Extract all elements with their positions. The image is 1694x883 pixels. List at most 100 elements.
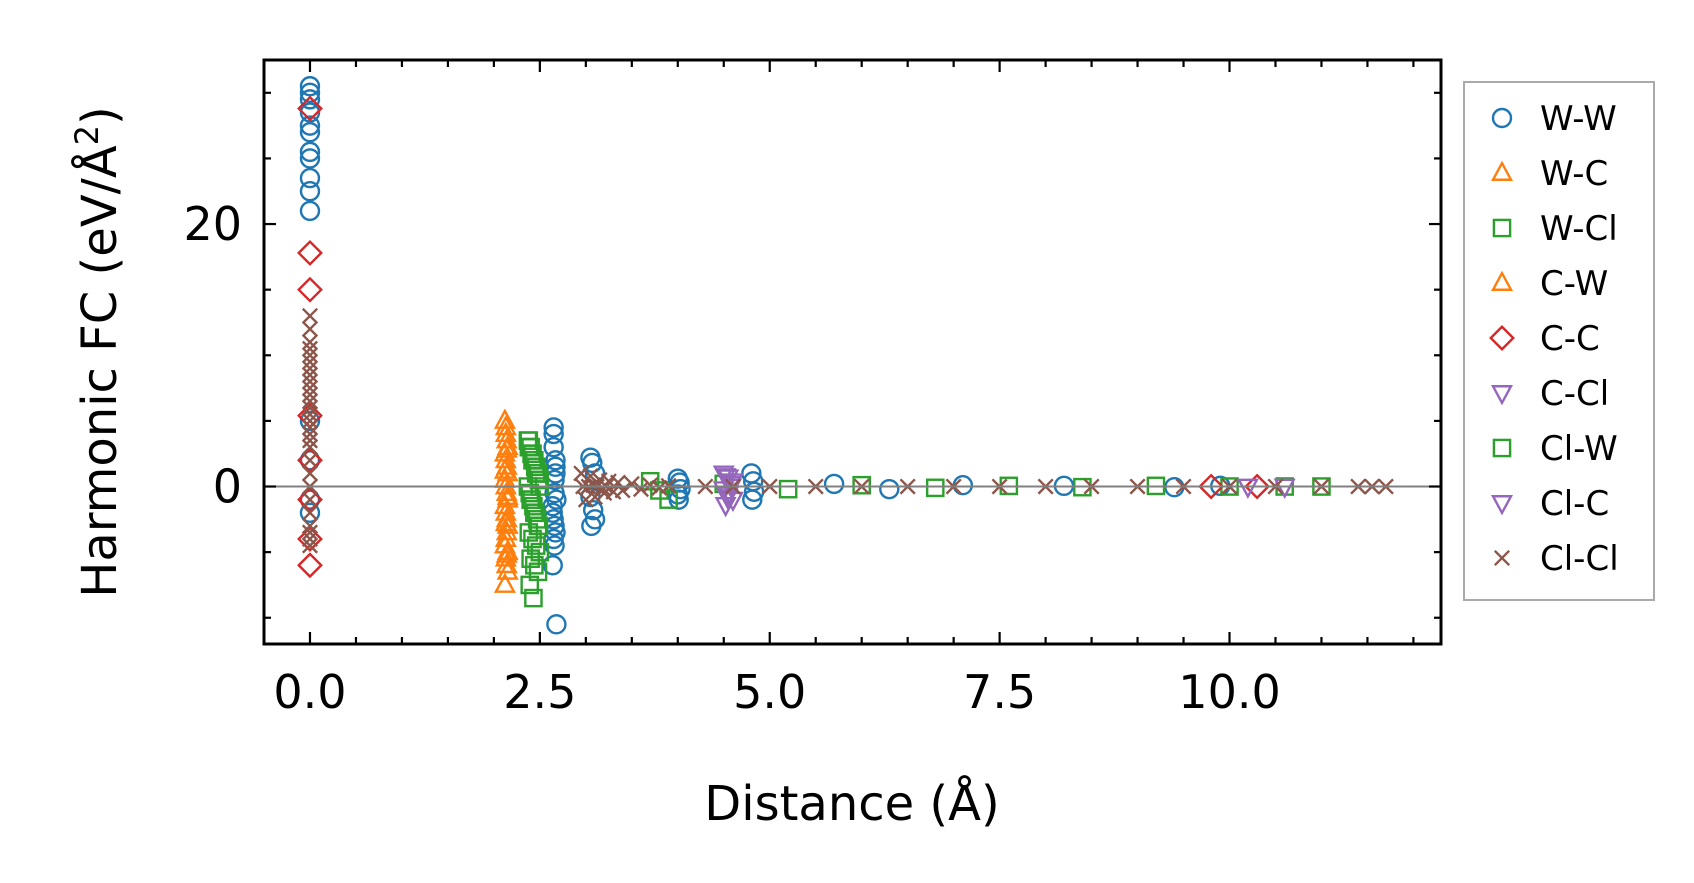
point-cl-cl [301, 425, 319, 443]
point-w-c [493, 572, 516, 593]
legend-label-c-c: C-C [1540, 319, 1600, 359]
point-w-cl [525, 555, 544, 575]
point-w-w [582, 452, 603, 474]
point-w-cl [778, 479, 798, 499]
point-w-w [742, 489, 763, 510]
point-w-w [299, 200, 321, 222]
point-cl-cl [585, 477, 602, 494]
point-w-cl [520, 575, 540, 595]
point-w-w [299, 141, 321, 163]
legend: W-W W-C W-Cl C-W C-C C-Cl Cl-W Cl-C Cl-Cl [1463, 81, 1655, 601]
point-c-c [297, 486, 323, 513]
point-cl-cl [301, 393, 319, 410]
point-cl-cl [301, 353, 319, 370]
point-w-w [879, 478, 900, 500]
point-cl-cl [301, 386, 319, 403]
point-cl-w [519, 437, 539, 457]
point-w-cl [852, 475, 871, 495]
point-c-cl [1236, 478, 1259, 499]
tick-labels-layer: 0.0 2.5 5.0 7.5 10.0 0 20 [183, 197, 1280, 719]
point-w-w [299, 502, 321, 523]
point-c-c [297, 552, 323, 579]
point-w-w [299, 181, 321, 202]
point-cl-cl [301, 373, 319, 390]
point-cl-cl [301, 307, 319, 324]
point-w-w [546, 614, 567, 635]
legend-frame [1463, 81, 1655, 601]
legend-label-w-c: W-C [1540, 154, 1608, 194]
x-tick-label: 5.0 [733, 665, 806, 719]
legend-label-cl-cl: Cl-Cl [1540, 539, 1619, 579]
point-c-c [297, 239, 323, 266]
y-tick-label: 0 [213, 460, 242, 514]
point-cl-w [521, 490, 540, 509]
point-w-w [299, 489, 321, 510]
legend-marker-c-c [1489, 325, 1515, 351]
legend-marker-cl-cl [1493, 549, 1511, 567]
point-w-w [823, 473, 845, 495]
legend-marker-cl-c [1490, 495, 1514, 516]
plot-frame [262, 58, 1443, 646]
point-c-w [493, 458, 516, 479]
point-cl-cl [642, 477, 659, 494]
point-cl-cl [301, 530, 319, 548]
point-w-cl [659, 490, 678, 509]
legend-label-c-w: C-W [1540, 264, 1608, 304]
point-w-cl [526, 536, 546, 555]
point-cl-cl [301, 504, 319, 521]
x-tick-label: 7.5 [963, 665, 1036, 719]
point-c-w [496, 484, 519, 505]
legend-marker-cl-w [1492, 438, 1512, 458]
point-w-w [299, 121, 321, 143]
point-c-c [297, 95, 323, 122]
point-cl-w [526, 464, 546, 483]
point-cl-cl [577, 491, 594, 508]
point-cl-w [528, 516, 548, 536]
point-cl-cl [301, 432, 319, 449]
point-cl-cl [632, 481, 650, 498]
legend-marker-c-w [1490, 270, 1514, 291]
point-c-w [494, 510, 517, 532]
legend-marker-c-cl [1490, 385, 1514, 406]
x-tick-label: 10.0 [1178, 665, 1280, 719]
x-axis-label: Distance (Å) [704, 775, 999, 832]
legend-label-cl-w: Cl-W [1540, 429, 1618, 469]
point-cl-w [525, 503, 544, 523]
point-cl-cl [301, 452, 319, 469]
point-w-w [543, 436, 564, 458]
point-c-w [495, 542, 518, 563]
point-c-w [494, 415, 517, 436]
point-c-c [1244, 473, 1271, 500]
point-cl-cl [301, 340, 319, 357]
point-c-c [1198, 473, 1225, 500]
point-w-w [299, 148, 321, 169]
point-w-w [299, 89, 321, 110]
x-tick-label: 2.5 [503, 665, 576, 719]
point-cl-cl [623, 475, 640, 492]
legend-label-w-w: W-W [1540, 99, 1617, 139]
point-cl-cl [301, 412, 319, 429]
point-cl-cl [301, 399, 319, 416]
point-cl-cl [301, 524, 319, 541]
point-w-w [299, 450, 321, 471]
point-cl-cl [301, 517, 319, 534]
point-cl-c [714, 468, 737, 489]
y-axis-label-superscript: 2 [68, 125, 106, 145]
y-tick-label: 20 [183, 197, 242, 251]
point-w-w [543, 423, 564, 445]
y-axis-label-close: ) [72, 106, 128, 125]
point-cl-cl [301, 491, 319, 508]
point-c-c [297, 276, 323, 303]
point-c-c [297, 526, 323, 552]
point-w-w [299, 115, 321, 136]
point-cl-w [523, 450, 542, 470]
point-cl-cl [594, 479, 611, 496]
legend-label-cl-c: Cl-C [1540, 484, 1609, 524]
legend-label-w-cl: W-Cl [1540, 209, 1618, 249]
point-c-c [297, 447, 323, 474]
point-cl-cl [301, 419, 319, 436]
point-w-w [299, 410, 321, 432]
point-w-cl [524, 588, 543, 608]
